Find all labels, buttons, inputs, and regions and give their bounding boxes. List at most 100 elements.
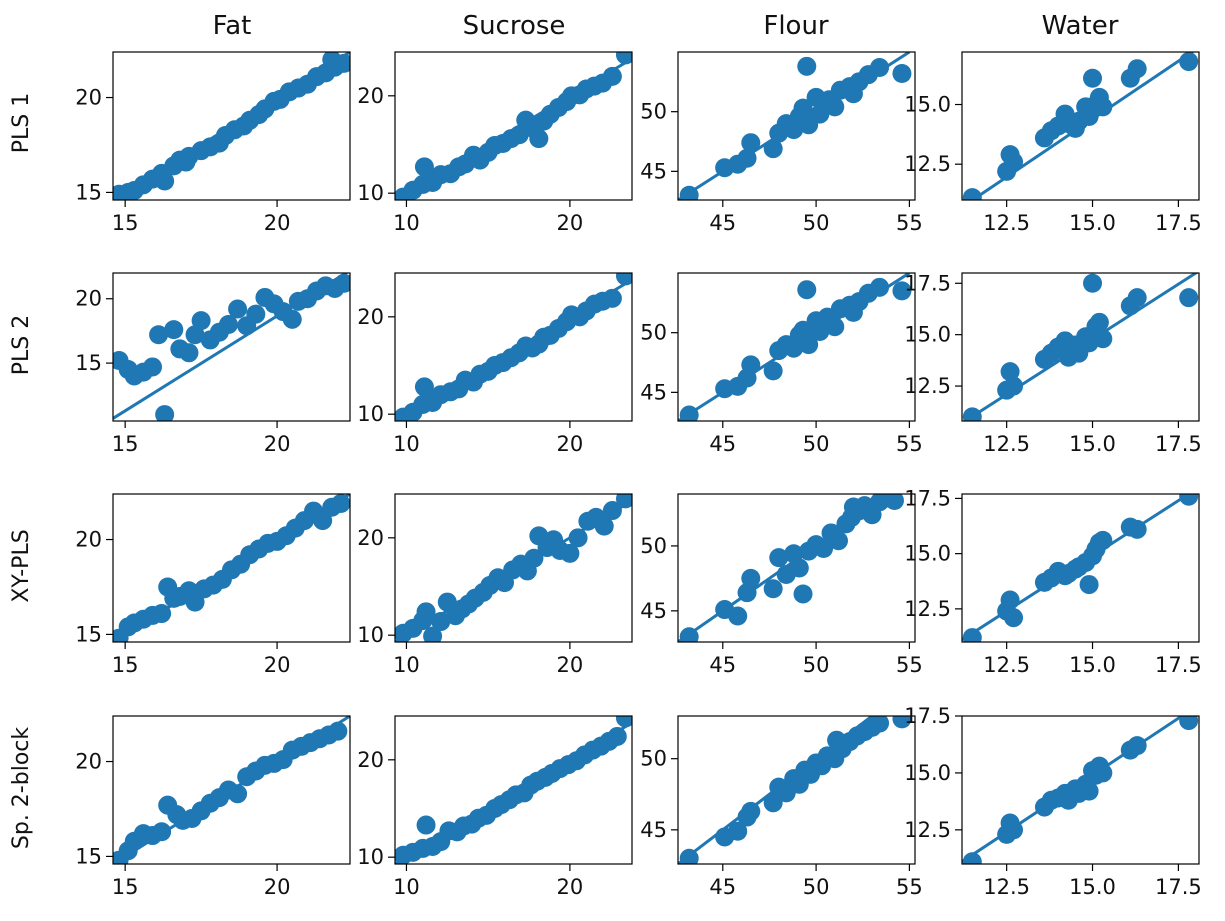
data-point (155, 171, 175, 191)
data-point (1127, 288, 1147, 308)
column-title-water: Water (1042, 11, 1119, 41)
x-tick-label: 10 (393, 875, 420, 899)
data-point (437, 592, 457, 612)
data-point (431, 612, 451, 632)
x-tick-label: 12.5 (983, 211, 1030, 235)
panel-pls-2-sucrose: 10 20 10 20 (357, 272, 633, 456)
plot-area (678, 273, 912, 421)
panel-sp-2-block-fat: 15 20 15 20 (75, 715, 351, 899)
plot-area (113, 716, 350, 864)
panel-pls-1-sucrose: 10 20 10 20 (357, 51, 633, 235)
data-point (814, 539, 834, 559)
data-point (843, 84, 863, 104)
data-point (615, 52, 632, 65)
data-point (1089, 312, 1109, 332)
data-point (602, 501, 622, 521)
data-point (797, 280, 817, 300)
data-point (1004, 376, 1024, 396)
axes-frame (112, 51, 351, 201)
y-tick-label: 15 (75, 180, 102, 204)
axes-frame (677, 51, 916, 201)
data-point (892, 281, 912, 301)
x-tick-label: 55 (896, 875, 923, 899)
axes-frame (394, 51, 633, 201)
x-tick-label: 55 (896, 211, 923, 235)
data-point (228, 299, 248, 319)
y-tick-label: 10 (357, 181, 384, 205)
x-tick-label: 45 (709, 875, 736, 899)
row-title-sp-2-block: Sp. 2-block (9, 727, 34, 849)
data-point (1000, 590, 1020, 610)
data-point (797, 56, 817, 76)
x-tick-label: 20 (264, 875, 291, 899)
data-point (1127, 736, 1147, 756)
data-point (1179, 494, 1199, 506)
y-tick-label: 15 (75, 844, 102, 868)
column-title-flour: Flour (763, 11, 829, 41)
y-tick-label: 20 (357, 526, 384, 550)
y-tick-label: 20 (75, 86, 102, 110)
data-point (1079, 575, 1099, 595)
x-tick-label: 20 (264, 211, 291, 235)
data-point (769, 548, 789, 568)
y-tick-label: 45 (640, 380, 667, 404)
plot-area (113, 52, 350, 200)
row-title-xy-pls: XY-PLS (9, 529, 34, 602)
plot-area (962, 716, 1199, 864)
data-point (870, 716, 890, 733)
plot-area (113, 273, 350, 421)
x-tick-label: 10 (393, 432, 420, 456)
x-tick-label: 15 (112, 653, 139, 677)
x-tick-label: 12.5 (983, 653, 1030, 677)
y-tick-label: 12.5 (904, 374, 951, 398)
data-point (423, 626, 443, 642)
axes-frame (677, 715, 916, 865)
axes-frame (677, 493, 916, 643)
data-point (322, 52, 342, 70)
data-point (414, 377, 434, 397)
data-point (892, 63, 912, 83)
y-tick-label: 15.0 (904, 323, 951, 347)
data-point (763, 361, 783, 381)
x-tick-label: 20 (557, 875, 584, 899)
panel-pls-1-water: 12.5 15.0 17.5 12.5 15.0 (904, 51, 1202, 235)
x-tick-label: 50 (803, 875, 830, 899)
panel-pls-2-water: 12.5 15.0 17.5 12.5 15.0 17.5 (904, 271, 1202, 456)
data-point (568, 528, 588, 548)
y-tick-label: 20 (75, 287, 102, 311)
data-point (152, 604, 172, 624)
data-point (728, 821, 748, 841)
y-tick-label: 15.0 (904, 542, 951, 566)
data-point (819, 90, 839, 110)
x-tick-label: 15 (112, 875, 139, 899)
data-point (152, 822, 172, 842)
data-point (529, 129, 549, 149)
data-point (1093, 763, 1113, 783)
x-tick-label: 10 (393, 211, 420, 235)
y-tick-label: 17.5 (904, 486, 951, 510)
y-tick-label: 45 (640, 599, 667, 623)
panel-xy-pls-flour: 45 50 55 45 50 (640, 493, 923, 677)
data-point (1093, 329, 1113, 349)
data-point (313, 511, 333, 531)
axes-frame (394, 715, 633, 865)
data-point (728, 606, 748, 626)
data-point (763, 793, 783, 813)
x-tick-label: 17.5 (1155, 211, 1202, 235)
panel-pls-2-fat: 15 20 15 20 (75, 272, 351, 456)
data-point (143, 357, 162, 377)
data-point (1179, 288, 1199, 308)
x-tick-label: 20 (557, 211, 584, 235)
y-tick-label: 15.0 (904, 761, 951, 785)
data-point (416, 602, 436, 622)
data-point (741, 355, 761, 375)
data-point (789, 558, 809, 578)
data-point (155, 405, 175, 421)
y-tick-label: 12.5 (904, 152, 951, 176)
data-point (828, 531, 848, 551)
plot-area (395, 494, 632, 642)
x-tick-label: 20 (264, 432, 291, 456)
data-point (191, 311, 211, 331)
data-point (524, 548, 544, 568)
data-point (793, 98, 813, 118)
